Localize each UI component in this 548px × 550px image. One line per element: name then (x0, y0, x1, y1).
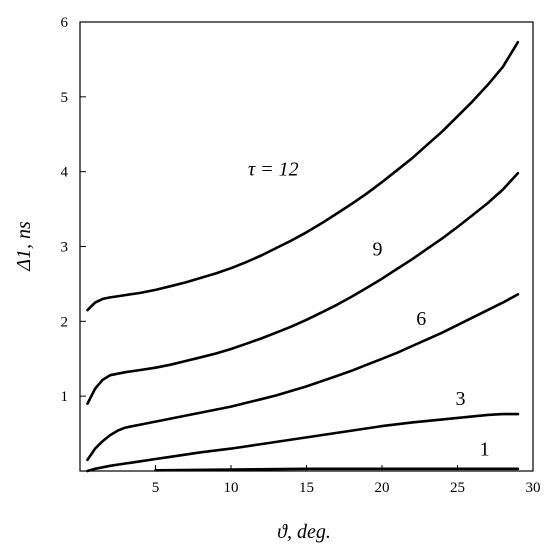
y-axis-title: Δ1, ns (13, 221, 35, 272)
series-line-0 (86, 40, 520, 312)
series-label-0: τ = 12 (248, 158, 299, 180)
y-tick-label-5: 6 (61, 15, 69, 31)
y-tick-label-1: 2 (61, 314, 69, 330)
series-labels: τ = 12 9 6 3 1 (248, 158, 490, 460)
x-tick-label-5: 30 (526, 480, 541, 496)
y-tick-label-4: 5 (61, 90, 69, 106)
series-label-4: 1 (480, 438, 490, 460)
series-line-3 (86, 412, 520, 473)
x-axis-title: ϑ, deg. (277, 521, 331, 543)
y-tick-label-0: 1 (61, 389, 69, 405)
series-group (86, 40, 520, 473)
series-label-1: 9 (372, 238, 382, 260)
series-line-4 (154, 467, 520, 472)
series-label-2: 6 (416, 308, 426, 330)
axis-ticks: 5 10 15 20 25 30 1 2 3 4 5 6 (61, 15, 541, 496)
x-tick-label-3: 20 (375, 480, 390, 496)
series-line-1 (86, 171, 520, 405)
y-tick-label-2: 3 (61, 240, 69, 256)
series-label-3: 3 (456, 388, 466, 410)
x-tick-label-2: 15 (299, 480, 314, 496)
series-line-2 (86, 293, 520, 462)
x-tick-label-4: 25 (450, 480, 465, 496)
x-tick-label-1: 10 (224, 480, 239, 496)
x-tick-label-0: 5 (152, 480, 160, 496)
y-tick-label-3: 4 (61, 165, 69, 181)
